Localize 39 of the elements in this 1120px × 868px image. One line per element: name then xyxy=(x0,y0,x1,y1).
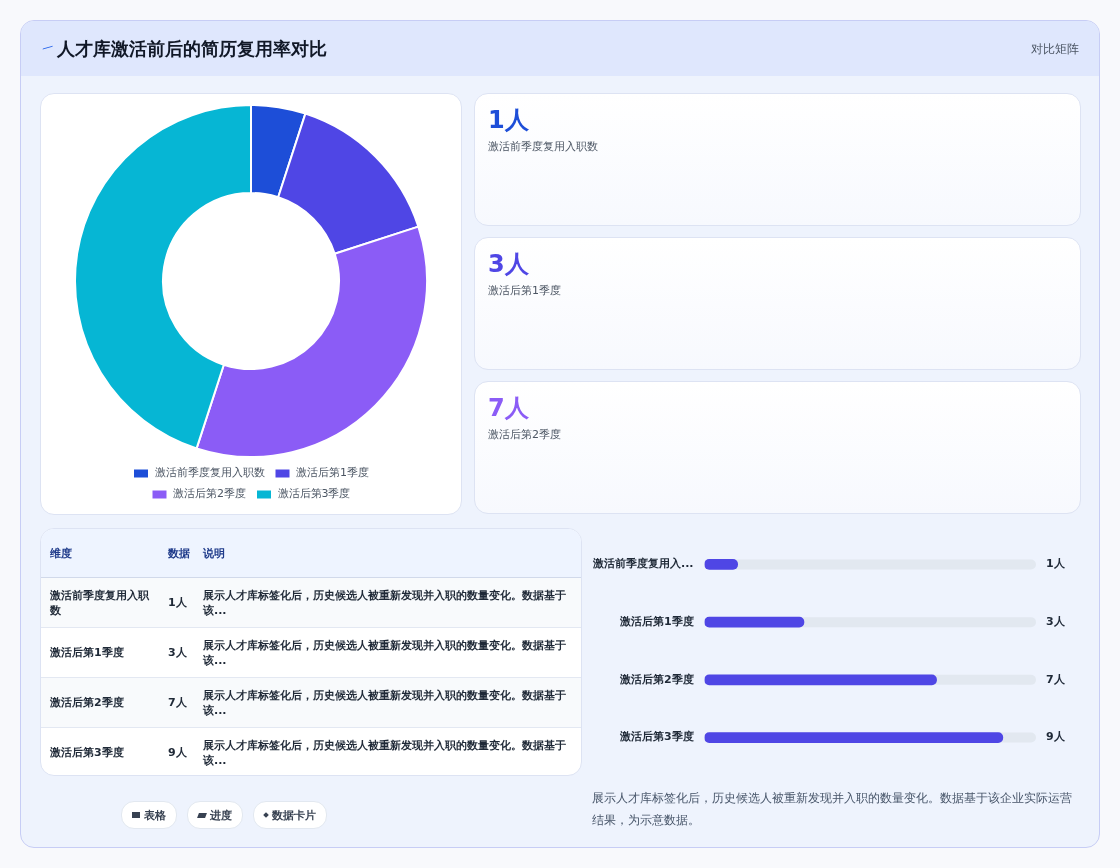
y-tick-label: 激活前季度复用入... xyxy=(591,557,694,571)
legend-label: 激活前季度复用入职数 xyxy=(154,466,265,480)
data-label: 1人 xyxy=(1046,557,1066,571)
chart-title: 人才库激活前后的简历复用率对比 xyxy=(57,36,327,61)
text: 3人 xyxy=(164,627,194,678)
text: 7人 xyxy=(488,393,529,424)
text: 数据 xyxy=(164,529,194,578)
text: 激活前季度复用入职数 xyxy=(488,139,598,154)
text: 展示人才库标签化后，历史候选人被重新发现并入职的数量变化。数据基于该企业实际运营结果，为示意数据。 xyxy=(592,790,1072,829)
data-label: 3人 xyxy=(1046,615,1066,629)
text: 激活后第2季度 xyxy=(488,427,561,442)
y-tick-label: 激活后第2季度 xyxy=(618,672,694,686)
text: 激活后第1季度 xyxy=(41,627,164,678)
text: 激活后第2季度 xyxy=(41,677,164,728)
data-label: 7人 xyxy=(1046,672,1066,686)
text: 激活后第3季度 xyxy=(41,727,164,778)
text: 展示人才库标签化后，历史候选人被重新发现并入职的数量变化。数据基于该... xyxy=(194,627,581,678)
text: 说明 xyxy=(194,529,581,578)
text: 7人 xyxy=(164,677,194,728)
text: 3人 xyxy=(488,249,529,280)
y-tick-label: 激活后第1季度 xyxy=(618,615,694,629)
legend-label: 激活后第1季度 xyxy=(296,466,369,480)
text: 展示人才库标签化后，历史候选人被重新发现并入职的数量变化。数据基于该... xyxy=(194,727,581,778)
text: 9人 xyxy=(164,727,194,778)
legend-label: 激活后第2季度 xyxy=(173,487,246,501)
text: 1人 xyxy=(488,105,529,136)
text: 激活后第1季度 xyxy=(488,283,561,298)
text: 激活前季度复用入职数 xyxy=(41,577,164,628)
text: 表格 xyxy=(144,807,166,823)
text: 数据卡片 xyxy=(272,807,316,823)
text: 展示人才库标签化后，历史候选人被重新发现并入职的数量变化。数据基于该... xyxy=(194,677,581,728)
legend-label: 激活后第3季度 xyxy=(277,487,351,501)
text: 对比矩阵 xyxy=(1031,41,1079,58)
y-tick-label: 激活后第3季度 xyxy=(618,730,694,744)
text: 1人 xyxy=(164,577,194,628)
text: 展示人才库标签化后，历史候选人被重新发现并入职的数量变化。数据基于该... xyxy=(194,577,581,628)
data-label: 9人 xyxy=(1046,730,1066,744)
text: 进度 xyxy=(210,807,232,823)
text: 维度 xyxy=(41,529,164,578)
